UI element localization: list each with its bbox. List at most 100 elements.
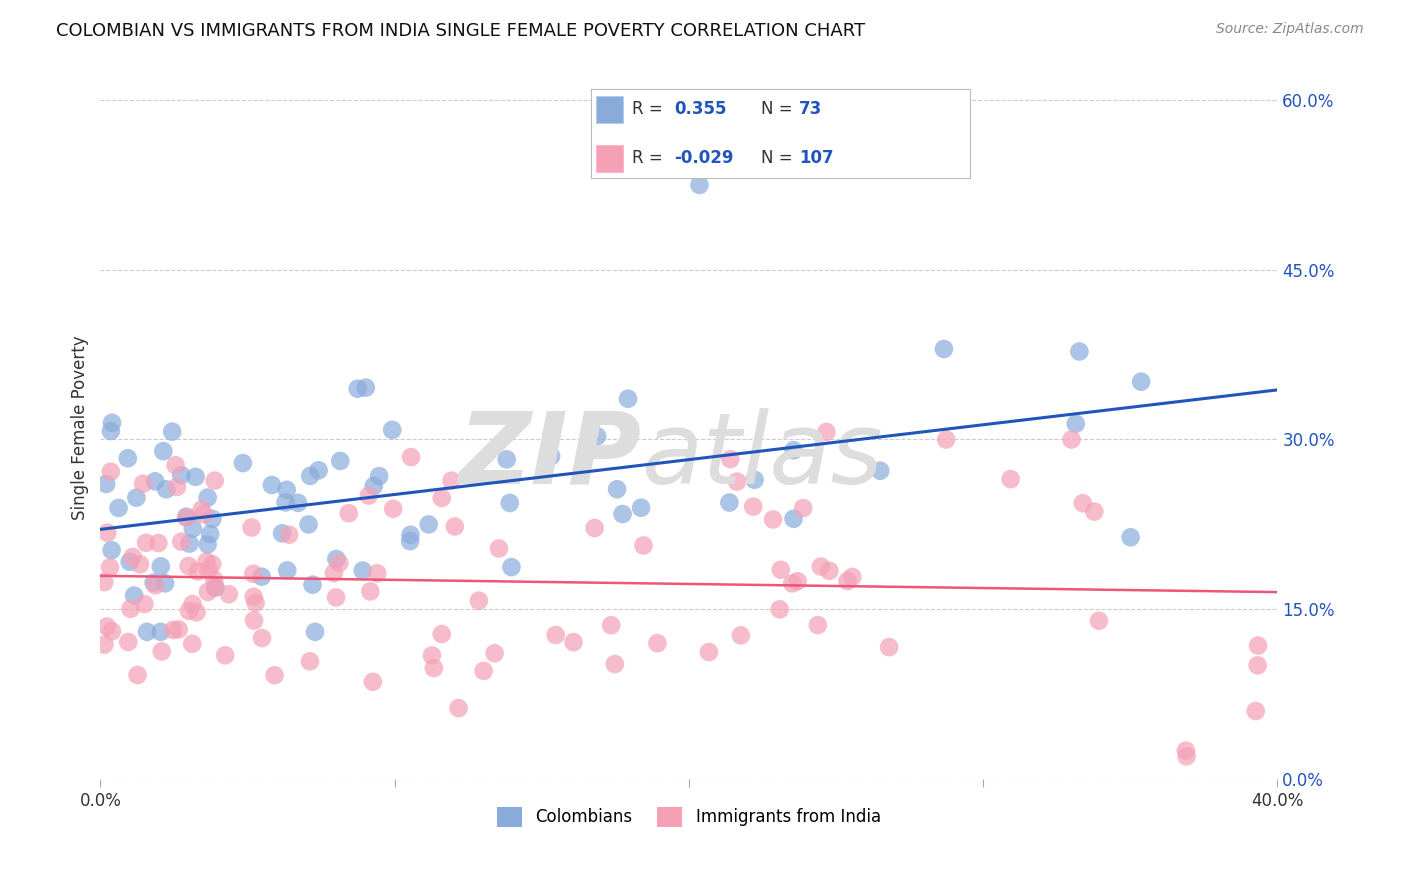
Point: [1083, 505, 1105, 519]
Point: [382, 501, 405, 516]
Point: [762, 512, 785, 526]
Text: 0.355: 0.355: [673, 100, 727, 119]
Point: [149, 559, 172, 574]
Point: [167, 623, 190, 637]
Point: [184, 470, 207, 484]
Point: [484, 646, 506, 660]
Point: [201, 558, 224, 572]
Point: [1088, 614, 1111, 628]
Point: [96, 619, 118, 633]
Point: [337, 506, 360, 520]
Point: [354, 381, 377, 395]
Point: [440, 474, 463, 488]
Point: [243, 614, 266, 628]
Point: [93, 575, 115, 590]
Point: [877, 640, 900, 654]
Point: [630, 500, 652, 515]
Point: [148, 536, 170, 550]
Text: N =: N =: [762, 100, 793, 119]
Point: [242, 566, 264, 581]
Point: [1246, 658, 1268, 673]
Point: [697, 645, 720, 659]
Point: [606, 482, 628, 496]
Point: [202, 573, 225, 587]
Point: [540, 449, 562, 463]
Point: [786, 574, 808, 589]
Point: [744, 473, 766, 487]
Point: [193, 507, 215, 521]
Point: [718, 452, 741, 467]
Point: [325, 552, 347, 566]
Point: [368, 469, 391, 483]
Point: [214, 648, 236, 663]
Point: [298, 654, 321, 668]
Point: [841, 570, 863, 584]
Point: [271, 526, 294, 541]
Text: atlas: atlas: [641, 408, 883, 505]
Point: [501, 560, 523, 574]
Point: [1247, 639, 1270, 653]
Point: [420, 648, 443, 663]
Point: [418, 517, 440, 532]
Point: [260, 478, 283, 492]
Point: [287, 496, 309, 510]
Point: [807, 618, 830, 632]
Point: [232, 456, 254, 470]
Point: [117, 451, 139, 466]
Point: [818, 564, 841, 578]
Point: [322, 566, 344, 580]
Point: [328, 556, 350, 570]
Point: [197, 585, 219, 599]
Point: [600, 618, 623, 632]
Point: [399, 534, 422, 549]
Point: [730, 628, 752, 642]
Point: [488, 541, 510, 556]
Point: [499, 496, 522, 510]
FancyBboxPatch shape: [596, 95, 623, 122]
Text: ZIP: ZIP: [458, 408, 641, 505]
Text: 107: 107: [799, 149, 834, 168]
Point: [468, 593, 491, 607]
Point: [162, 623, 184, 637]
Point: [769, 563, 792, 577]
Point: [242, 590, 264, 604]
Point: [96, 525, 118, 540]
Point: [423, 661, 446, 675]
Point: [1119, 530, 1142, 544]
Point: [562, 635, 585, 649]
Point: [177, 604, 200, 618]
Point: [399, 528, 422, 542]
Point: [352, 564, 374, 578]
Point: [346, 382, 368, 396]
Point: [612, 507, 634, 521]
Point: [181, 597, 204, 611]
Point: [129, 558, 152, 572]
Point: [181, 522, 204, 536]
Point: [1175, 749, 1198, 764]
Point: [197, 563, 219, 577]
Point: [263, 668, 285, 682]
Point: [366, 566, 388, 581]
Point: [170, 534, 193, 549]
Text: R =: R =: [633, 149, 664, 168]
Point: [135, 535, 157, 549]
Point: [301, 577, 323, 591]
Point: [240, 520, 263, 534]
Point: [181, 637, 204, 651]
Point: [932, 342, 955, 356]
Point: [174, 510, 197, 524]
Point: [815, 425, 838, 439]
Point: [152, 444, 174, 458]
FancyBboxPatch shape: [596, 145, 623, 171]
Point: [134, 597, 156, 611]
Point: [1060, 433, 1083, 447]
Point: [443, 519, 465, 533]
Point: [100, 465, 122, 479]
Point: [1069, 344, 1091, 359]
Point: [1244, 704, 1267, 718]
Point: [725, 475, 748, 489]
Point: [120, 601, 142, 615]
Legend: Colombians, Immigrants from India: Colombians, Immigrants from India: [491, 800, 887, 834]
Point: [136, 624, 159, 639]
Point: [187, 565, 209, 579]
